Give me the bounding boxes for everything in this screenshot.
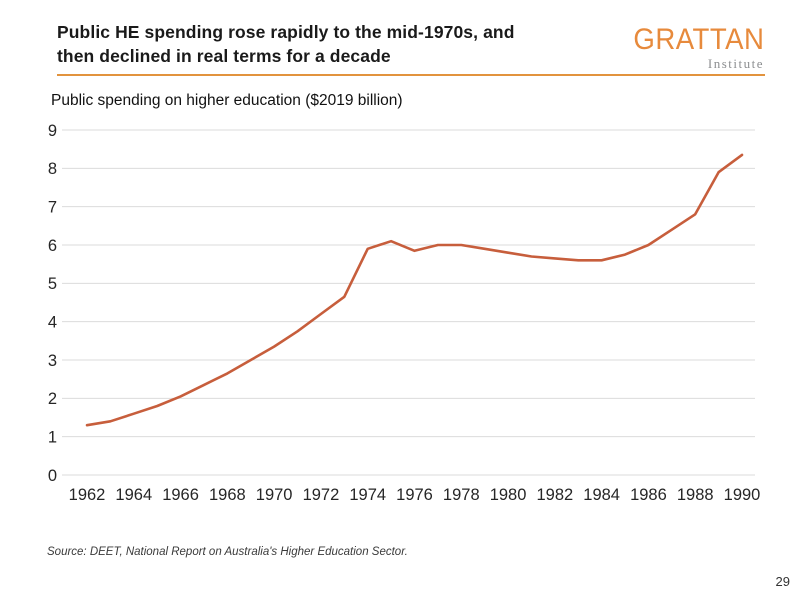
chart-title: Public spending on higher education ($20…	[51, 92, 403, 109]
y-tick-label-8: 8	[48, 160, 57, 178]
slide-title-line1: Public HE spending rose rapidly to the m…	[57, 22, 515, 42]
slide-title: Public HE spending rose rapidly to the m…	[57, 20, 514, 68]
x-tick-label-1968: 1968	[209, 486, 246, 504]
slide-title-line2: then declined in real terms for a decade	[57, 46, 391, 66]
x-tick-label-1978: 1978	[443, 486, 480, 504]
data-series-line	[85, 153, 744, 427]
y-tick-label-2: 2	[48, 390, 57, 408]
grattan-logo-institute: Institute	[707, 56, 764, 71]
y-tick-label-1: 1	[48, 428, 57, 446]
grattan-logo-wordmark: GRATTAN	[633, 23, 764, 56]
y-tick-label-4: 4	[48, 313, 57, 331]
x-tick-label-1974: 1974	[349, 486, 386, 504]
x-tick-label-1962: 1962	[69, 486, 106, 504]
x-tick-label-1976: 1976	[396, 486, 433, 504]
x-tick-label-1984: 1984	[583, 486, 620, 504]
y-tick-label-7: 7	[48, 198, 57, 216]
x-tick-label-1988: 1988	[677, 486, 714, 504]
grattan-logo: GRATTAN Institute	[622, 23, 764, 71]
y-tick-label-3: 3	[48, 352, 57, 370]
x-tick-label-1964: 1964	[115, 486, 152, 504]
header-accent-rule	[57, 74, 765, 76]
x-tick-label-1980: 1980	[490, 486, 527, 504]
x-tick-label-1972: 1972	[303, 486, 340, 504]
source-note: Source: DEET, National Report on Austral…	[47, 546, 408, 558]
x-tick-label-1990: 1990	[724, 486, 761, 504]
y-tick-label-9: 9	[48, 122, 57, 140]
x-tick-label-1982: 1982	[536, 486, 573, 504]
x-tick-label-1970: 1970	[256, 486, 293, 504]
y-tick-label-0: 0	[48, 467, 57, 485]
page-number: 29	[775, 574, 790, 589]
x-tick-label-1986: 1986	[630, 486, 667, 504]
y-tick-label-6: 6	[48, 237, 57, 255]
y-tick-label-5: 5	[48, 275, 57, 293]
x-tick-label-1966: 1966	[162, 486, 199, 504]
